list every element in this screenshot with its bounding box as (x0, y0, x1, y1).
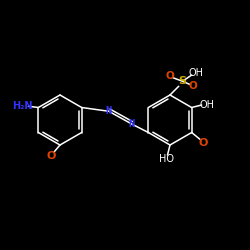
Text: H₂N: H₂N (12, 101, 32, 111)
Text: HO: HO (159, 154, 174, 164)
Text: O: O (46, 151, 56, 161)
Text: O: O (166, 71, 174, 81)
Text: O: O (198, 138, 207, 148)
Text: N: N (106, 106, 112, 116)
Text: OH: OH (199, 100, 214, 110)
Text: S: S (178, 76, 186, 86)
Text: N: N (128, 119, 134, 129)
Text: O: O (189, 81, 198, 91)
Text: OH: OH (189, 68, 204, 78)
